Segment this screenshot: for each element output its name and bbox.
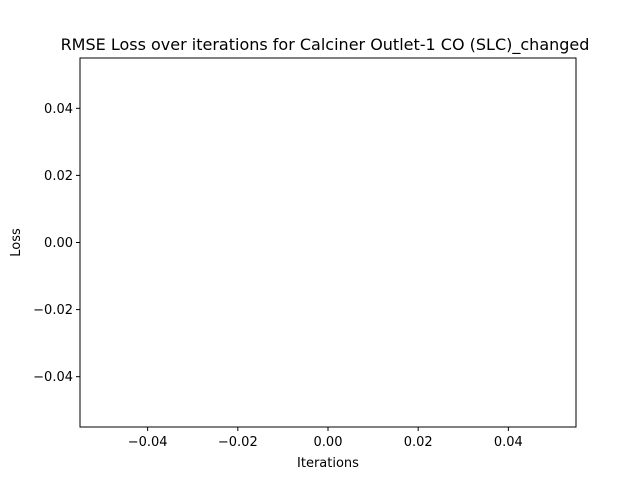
y-tick-label: 0.02 — [44, 169, 73, 184]
chart-title: RMSE Loss over iterations for Calciner O… — [61, 35, 590, 55]
x-axis-label: Iterations — [297, 456, 359, 471]
y-tick-label: 0.00 — [44, 236, 73, 251]
y-tick-label: 0.04 — [44, 102, 73, 117]
x-axis: −0.04 −0.02 0.00 0.02 0.04 — [128, 427, 523, 450]
x-tick-label: −0.02 — [218, 435, 258, 450]
x-tick-label: −0.04 — [128, 435, 168, 450]
x-tick-label: 0.02 — [404, 435, 433, 450]
y-tick-label: −0.02 — [33, 303, 73, 318]
plot-area — [79, 57, 577, 428]
y-tick-label: −0.04 — [33, 370, 73, 385]
x-tick-label: 0.04 — [494, 435, 523, 450]
y-axis-label: Loss — [9, 228, 24, 257]
y-axis: −0.04 −0.02 0.00 0.02 0.04 — [33, 102, 80, 385]
x-tick-label: 0.00 — [314, 435, 343, 450]
